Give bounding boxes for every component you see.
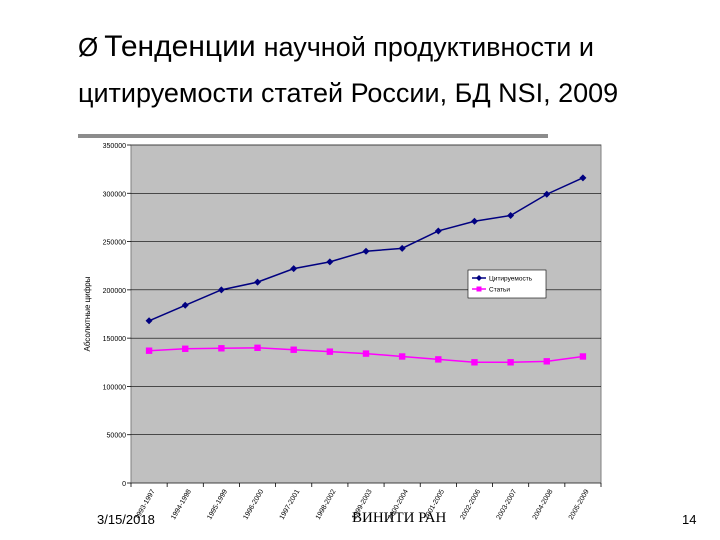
data-point-articles <box>182 345 189 352</box>
x-tick-label: 1997-2001 <box>279 488 302 521</box>
title-line2: цитируемости статей России, БД NSI, 2009 <box>78 78 619 108</box>
data-point-citations <box>145 317 153 325</box>
data-point-articles <box>471 359 478 366</box>
data-point-articles <box>543 358 550 365</box>
y-tick-label: 200000 <box>103 288 126 295</box>
legend-label: Цитируемость <box>489 276 533 283</box>
legend-label: Статьи <box>489 287 510 294</box>
legend-box <box>467 269 547 299</box>
y-tick-label: 300000 <box>103 191 126 198</box>
footer-organization: ВИНИТИ РАН <box>352 510 447 526</box>
arrow-bullet-icon: Ø <box>78 32 99 62</box>
y-tick-label: 100000 <box>103 384 126 391</box>
data-point-articles <box>290 346 297 353</box>
page-number: 14 <box>682 512 697 527</box>
plot-area <box>130 144 602 484</box>
data-point-articles <box>579 353 587 360</box>
legend-marker <box>476 275 482 281</box>
x-tick-label: 1998-2002 <box>315 488 338 521</box>
data-point-articles <box>145 347 153 354</box>
title-line1-rest: научной продуктивности и <box>263 32 594 62</box>
legend-marker <box>476 286 482 292</box>
y-tick-label: 150000 <box>103 336 126 343</box>
data-point-citations <box>326 258 334 266</box>
data-point-citations <box>254 278 262 286</box>
data-point-citations <box>434 227 442 235</box>
y-tick-label: 0 <box>122 481 126 488</box>
data-point-citations <box>362 247 370 255</box>
data-point-citations <box>507 211 515 219</box>
footer-date: 3/15/2018 <box>97 512 155 527</box>
data-point-citations <box>579 174 587 182</box>
y-tick-label: 250000 <box>103 240 126 247</box>
slide-title: Ø Тенденции научной продуктивности и цит… <box>78 30 708 109</box>
x-tick-label: 1995-1999 <box>206 488 229 521</box>
data-point-articles <box>254 344 261 351</box>
data-point-citations <box>181 301 189 309</box>
data-point-articles <box>326 348 334 355</box>
data-point-citations <box>543 190 551 198</box>
y-tick-label: 350000 <box>103 143 126 150</box>
x-tick-label: 2002-2006 <box>459 488 482 521</box>
x-tick-label: 1996-2000 <box>242 488 265 521</box>
data-point-citations <box>290 265 298 273</box>
y-axis-label: Абсолютные цифры <box>83 276 92 351</box>
data-point-articles <box>507 359 514 366</box>
data-point-articles <box>362 350 370 357</box>
data-point-articles <box>435 356 442 363</box>
data-point-articles <box>218 345 225 352</box>
title-first-word: Тенденции <box>104 30 256 63</box>
x-tick-label: 2003-2007 <box>496 488 519 521</box>
title-underline <box>78 134 548 138</box>
data-point-citations <box>217 286 225 294</box>
data-point-citations <box>470 217 478 225</box>
data-point-articles <box>398 353 406 360</box>
x-tick-label: 2005-2009 <box>568 488 591 521</box>
x-tick-label: 1994-1998 <box>170 488 193 521</box>
y-tick-label: 50000 <box>107 433 127 440</box>
x-tick-label: 2004-2008 <box>532 488 555 521</box>
data-point-citations <box>398 244 406 252</box>
